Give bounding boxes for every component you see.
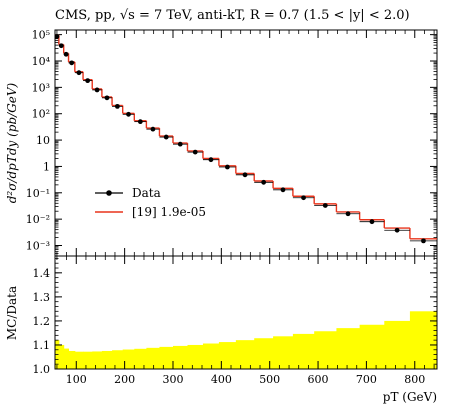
mc-step-series (55, 34, 437, 240)
data-point (224, 164, 230, 170)
ratio-x-tick-label: 600 (308, 373, 329, 386)
main-y-tick-label: 1 (43, 160, 50, 173)
legend-data-label: Data (132, 186, 161, 200)
ratio-bar (254, 338, 274, 369)
ratio-x-tick-label: 700 (356, 373, 377, 386)
main-x-ticks (56, 30, 435, 256)
ratio-y-tick-label: 1.0 (33, 363, 51, 376)
ratio-bar (218, 342, 237, 369)
ratio-bar (187, 344, 204, 369)
main-y-axis-label: d²σ/dpTdy (pb/GeV) (5, 82, 19, 203)
legend-data-marker (106, 190, 112, 196)
ratio-plot-frame (54, 255, 438, 370)
ratio-y-axis-label: MC/Data (5, 286, 19, 340)
main-y-tick-label: 10⁻³ (26, 240, 50, 253)
ratio-bar (58, 344, 65, 369)
data-point (177, 141, 183, 147)
ratio-bar (359, 324, 385, 369)
ratio-bar (83, 351, 93, 369)
ratio-bar (235, 340, 255, 369)
data-point (301, 195, 306, 201)
main-y-tick-label: 10⁴ (32, 55, 51, 68)
ratio-bar (336, 328, 361, 369)
ratio-bar (101, 350, 113, 369)
main-y-tick-label: 10⁻² (26, 213, 50, 226)
data-point (192, 149, 198, 155)
ratio-x-tick-label: 300 (162, 373, 183, 386)
data-point (94, 87, 100, 93)
ratio-bar (112, 350, 124, 369)
legend: Data [19] 1.9e-05 (95, 186, 206, 219)
ratio-x-axis-label: pT (GeV) (383, 390, 437, 404)
main-y-tick-label: 10³ (32, 81, 50, 94)
ratio-y-tick-label: 1.1 (33, 339, 51, 352)
data-point (421, 238, 426, 244)
data-point (85, 78, 91, 84)
main-y-tick-label: 10⁻¹ (26, 187, 50, 200)
ratio-y-ticks: 1.0 1.1 1.2 1.3 1.4 (33, 258, 437, 376)
chart-title: CMS, pp, √s = 7 TeV, anti-kT, R = 0.7 (1… (55, 8, 410, 23)
main-y-tick-label: 10² (32, 108, 50, 121)
ratio-bar (292, 333, 315, 369)
ratio-x-tick-label: 400 (211, 373, 232, 386)
data-point (126, 111, 131, 117)
data-point (345, 211, 351, 217)
ratio-x-tick-label: 800 (404, 373, 425, 386)
data-point (208, 157, 214, 163)
ratio-bar (409, 311, 438, 369)
main-y-ticks: 10⁵ 10⁴ 10³ 10² 10 1 10⁻¹ 10⁻² 10⁻³ (26, 29, 437, 257)
data-point (261, 179, 267, 185)
data-point (69, 60, 75, 66)
ratio-bar (92, 351, 103, 369)
ratio-x-ticks: 100 200 300 400 500 600 700 800 (56, 256, 435, 386)
data-point-series (54, 34, 437, 244)
main-panel: 10⁵ 10⁴ 10³ 10² 10 1 10⁻¹ 10⁻² 10⁻³ d²σ/dpTdy (p… (5, 29, 438, 257)
data-point (54, 34, 60, 39)
ratio-bar (273, 336, 294, 369)
ratio-bar (68, 350, 76, 369)
ratio-y-tick-label: 1.4 (33, 267, 51, 280)
data-point (163, 134, 169, 140)
ratio-bar (314, 331, 337, 369)
ratio-x-tick-label: 200 (114, 373, 135, 386)
ratio-bar (384, 320, 411, 369)
ratio-bar (202, 343, 220, 369)
ratio-x-tick-label: 100 (66, 373, 87, 386)
main-y-tick-label: 10⁵ (32, 29, 50, 42)
data-point (150, 126, 156, 132)
data-point (242, 172, 248, 178)
ratio-bar (134, 348, 147, 369)
ratio-y-tick-label: 1.2 (33, 315, 51, 328)
data-point (369, 219, 375, 225)
ratio-bar (146, 347, 160, 369)
data-point (114, 103, 120, 109)
main-y-tick-label: 10 (36, 134, 50, 147)
ratio-bar (63, 348, 70, 369)
ratio-panel: 1.0 1.1 1.2 1.3 1.4 100 200 300 400 500 600 700 800… (5, 255, 438, 404)
ratio-bar (172, 345, 188, 369)
ratio-bar (159, 346, 174, 369)
ratio-bar (122, 349, 135, 369)
ratio-y-tick-label: 1.3 (33, 291, 51, 304)
data-point (394, 227, 400, 233)
data-point (280, 187, 286, 193)
data-point (58, 43, 64, 49)
data-point (63, 51, 69, 57)
ratio-x-tick-label: 500 (259, 373, 280, 386)
legend-mc-label: [19] 1.9e-05 (132, 205, 206, 219)
data-point (76, 70, 82, 76)
data-point (104, 95, 110, 101)
data-point (322, 203, 328, 208)
data-point (137, 119, 143, 125)
ratio-bar (74, 351, 84, 369)
ratio-band (55, 311, 438, 369)
